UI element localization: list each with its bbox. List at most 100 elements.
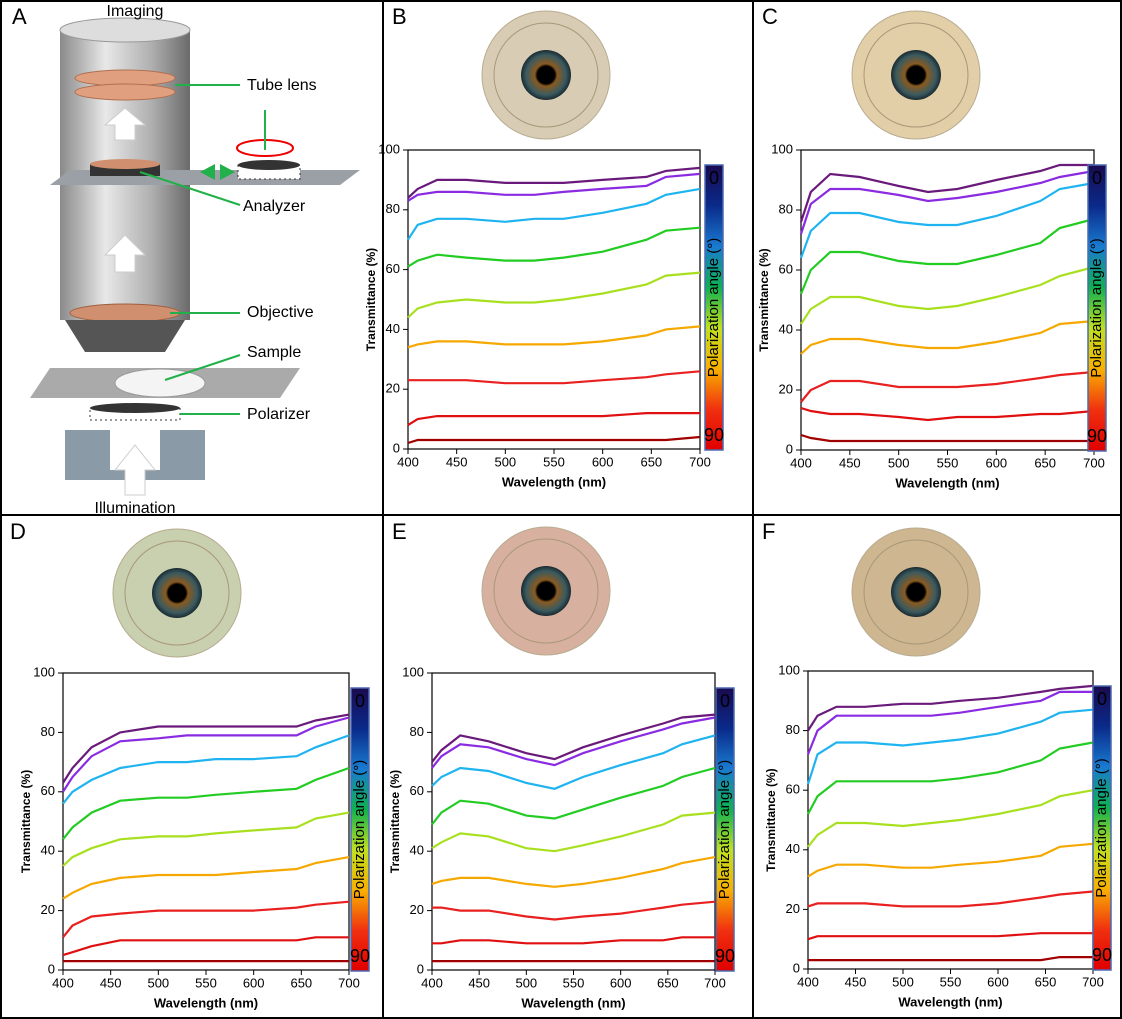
arrow: [220, 164, 235, 180]
data-line: [431, 713, 716, 763]
chart-panel: E 400 450 500 550 600 650 700 0 20 40 60 80 100 Wavele…: [388, 519, 735, 1011]
y-tick-label: 40: [786, 841, 800, 856]
chart-panel: B 400 450 500 550 600 650 700 0 20 40 60 80 100 Wavele…: [364, 4, 724, 490]
panel-label: A: [12, 4, 27, 29]
y-axis-label: Transmittance (%): [757, 248, 771, 351]
x-tick-label: 700: [689, 454, 711, 469]
analyzer-top: [90, 159, 160, 169]
data-line: [800, 406, 1095, 422]
eye-iris: [521, 50, 571, 100]
y-tick-label: 60: [410, 783, 424, 798]
x-tick-label: 450: [446, 454, 468, 469]
data-line: [799, 169, 1095, 235]
colorbar-tick-label: 0: [1092, 168, 1102, 188]
x-tick-label: 450: [100, 975, 122, 990]
analyzer-rotated-top: [238, 160, 300, 170]
data-line: [62, 716, 350, 793]
x-axis-label: Wavelength (nm): [521, 995, 625, 1010]
chart-panel: C 400 450 500 550 600 650 700 0 20 40 60 80 100 Wavele…: [757, 4, 1107, 491]
data-line: [807, 842, 1094, 878]
colorbar-tick-label: 0: [709, 168, 719, 188]
data-line: [62, 856, 350, 900]
y-tick-label: 80: [41, 724, 55, 739]
eye-iris: [891, 567, 941, 617]
data-line: [806, 690, 1093, 755]
y-tick-label: 80: [786, 722, 800, 737]
x-tick-label: 550: [940, 974, 962, 989]
label: Imaging: [107, 3, 164, 20]
colorbar: [715, 687, 735, 972]
y-tick-label: 60: [786, 782, 800, 797]
x-tick-label: 500: [515, 975, 537, 990]
sample-photo-rim: [863, 539, 969, 645]
y-tick-label: 20: [41, 902, 55, 917]
data-line: [800, 319, 1095, 355]
x-tick-label: 450: [845, 974, 867, 989]
data-line: [408, 370, 701, 385]
data-line: [407, 226, 701, 268]
data-line: [62, 936, 349, 957]
data-line: [808, 956, 1093, 962]
panel-label: F: [762, 519, 775, 544]
x-tick-label: 400: [397, 454, 419, 469]
lens: [74, 83, 176, 101]
y-axis-label: Transmittance (%): [388, 770, 402, 873]
data-line: [62, 766, 350, 840]
x-tick-label: 400: [790, 455, 812, 470]
colorbar-tick-label: 90: [1092, 945, 1112, 965]
label: Analyzer: [243, 198, 306, 215]
label: Sample: [247, 344, 301, 361]
panel-label: C: [762, 4, 778, 29]
y-tick-label: 60: [779, 261, 793, 276]
label: Illumination: [95, 500, 176, 517]
data-line: [407, 166, 701, 199]
x-tick-label: 400: [421, 975, 443, 990]
data-line: [807, 684, 1094, 732]
arrow: [113, 444, 157, 496]
data-line: [807, 741, 1094, 815]
data-line: [806, 708, 1094, 785]
data-line: [62, 734, 350, 805]
colorbar-label: Polarization angle (°): [351, 760, 368, 899]
x-tick-label: 600: [985, 455, 1007, 470]
x-tick-label: 400: [797, 974, 819, 989]
x-axis-label: Wavelength (nm): [154, 995, 258, 1010]
x-tick-label: 650: [657, 975, 679, 990]
data-line: [407, 435, 701, 445]
data-line: [62, 713, 350, 784]
data-line: [807, 932, 1093, 941]
data-line: [431, 856, 716, 888]
y-tick-label: 20: [410, 902, 424, 917]
y-tick-label: 20: [786, 901, 800, 916]
y-tick-label: 40: [410, 843, 424, 858]
y-tick-label: 60: [386, 261, 400, 276]
panel-label: B: [392, 4, 407, 29]
x-tick-label: 600: [610, 975, 632, 990]
pointers: [139, 84, 241, 415]
colorbar-tick-label: 90: [350, 946, 370, 966]
data-line: [407, 187, 701, 241]
x-axis-label: Wavelength (nm): [502, 474, 606, 489]
data-line: [62, 811, 350, 867]
colorbar-tick-label: 0: [355, 691, 365, 711]
colorbar: [350, 687, 370, 972]
colorbar-label: Polarization angle (°): [1093, 758, 1110, 897]
x-tick-label: 500: [147, 975, 169, 990]
x-tick-label: 650: [290, 975, 312, 990]
x-axis-label: Wavelength (nm): [895, 475, 999, 490]
eye-iris: [152, 568, 202, 618]
colorbar-tick-label: 90: [715, 946, 735, 966]
eye-iris: [891, 50, 941, 100]
colorbar-tick-label: 90: [704, 425, 724, 445]
y-tick-label: 100: [771, 141, 793, 156]
colorbar: [1087, 164, 1107, 452]
x-tick-label: 550: [563, 975, 585, 990]
y-tick-label: 40: [779, 321, 793, 336]
arrow: [200, 164, 215, 180]
sample-photo-rim: [863, 22, 969, 128]
y-tick-label: 80: [410, 724, 424, 739]
x-tick-label: 450: [468, 975, 490, 990]
objective-lens: [69, 303, 181, 323]
y-axis-label: Transmittance (%): [764, 768, 778, 871]
